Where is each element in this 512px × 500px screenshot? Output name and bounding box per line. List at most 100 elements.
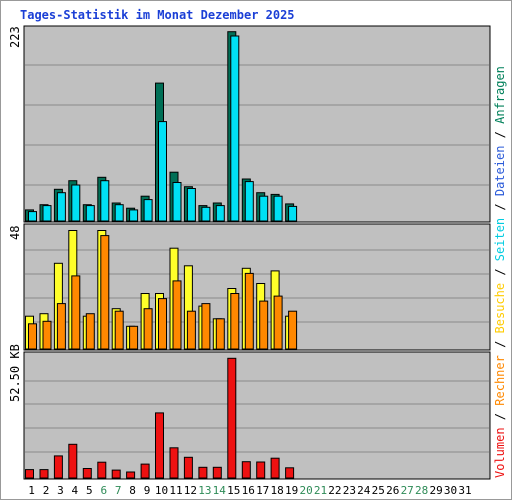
middle-panel-bar-besuche-day-14: [215, 318, 225, 350]
bottom-panel-bar-volumen-day-19: [285, 467, 295, 479]
middle-panel-bar-besuche-day-16: [244, 272, 254, 350]
legend: Volumen / Rechner / Besuche / Seiten / D…: [493, 66, 507, 478]
top-panel-bar-seiten-day-8: [129, 209, 139, 222]
x-label-day-29: 29: [429, 484, 442, 497]
bottom-panel-bar-volumen-day-8: [126, 471, 136, 479]
x-label-day-16: 16: [242, 484, 255, 497]
top-panel-bar-seiten-day-5: [85, 205, 95, 222]
legend-item-volumen: Volumen: [493, 427, 507, 478]
middle-panel-bar-besuche-day-13: [201, 303, 211, 350]
x-label-day-20: 20: [299, 484, 312, 497]
middle-panel-bar-besuche-day-3: [56, 303, 66, 350]
x-label-day-28: 28: [415, 484, 428, 497]
bottom-max-label: 52.50 KB: [8, 344, 22, 402]
top-panel-bar-seiten-day-9: [143, 199, 153, 222]
top-panel-bar-seiten-day-4: [71, 184, 81, 222]
middle-panel-bar-besuche-day-10: [158, 298, 167, 350]
x-label-day-4: 4: [71, 484, 78, 497]
top-panel-bar-seiten-day-2: [42, 205, 52, 222]
x-label-day-6: 6: [100, 484, 107, 497]
middle-panel-bar-besuche-day-17: [259, 300, 269, 350]
bottom-panel-bar-volumen-day-17: [256, 461, 266, 479]
x-label-day-18: 18: [270, 484, 283, 497]
x-label-day-15: 15: [227, 484, 240, 497]
x-label-day-23: 23: [343, 484, 356, 497]
top-panel-bar-seiten-day-1: [28, 211, 37, 222]
middle-panel-bar-besuche-day-12: [186, 310, 196, 350]
x-label-day-27: 27: [401, 484, 414, 497]
middle-panel-bar-besuche-day-11: [172, 280, 182, 350]
legend-item-dateien: Dateien: [493, 146, 507, 197]
bottom-panel-bar-volumen-day-4: [68, 443, 78, 479]
bottom-panel-bar-volumen-day-1: [25, 469, 34, 479]
x-label-day-8: 8: [129, 484, 136, 497]
x-label-day-10: 10: [155, 484, 168, 497]
x-label-day-11: 11: [169, 484, 182, 497]
bottom-panel-bar-volumen-day-10: [155, 412, 164, 479]
legend-separator: /: [493, 196, 507, 218]
top-panel-bar-seiten-day-12: [186, 188, 196, 222]
x-label-day-1: 1: [28, 484, 35, 497]
middle-panel-bar-besuche-day-7: [114, 310, 124, 350]
legend-separator: /: [493, 261, 507, 283]
middle-panel-bar-besuche-day-9: [143, 308, 153, 350]
middle-max-label: 48: [8, 226, 22, 240]
bottom-panel-bar-volumen-day-12: [183, 456, 193, 479]
top-max-label: 223: [8, 26, 22, 48]
x-label-day-12: 12: [184, 484, 197, 497]
bottom-panel-bar-volumen-day-6: [97, 461, 107, 479]
top-panel-bar-seiten-day-10: [158, 121, 167, 222]
legend-separator: /: [493, 406, 507, 428]
middle-panel-bar-besuche-day-15: [230, 293, 240, 350]
bottom-panel-bg: [23, 351, 491, 480]
legend-separator: /: [493, 124, 507, 146]
bottom-panel-bar-volumen-day-2: [39, 469, 49, 479]
top-panel-bar-seiten-day-16: [244, 181, 254, 222]
bottom-panel-bar-volumen-day-14: [212, 466, 222, 479]
x-label-day-5: 5: [86, 484, 93, 497]
top-panel-bar-seiten-day-7: [114, 204, 124, 222]
bottom-panel-bar-volumen-day-15: [227, 357, 237, 479]
x-label-day-9: 9: [144, 484, 151, 497]
x-label-day-21: 21: [314, 484, 327, 497]
top-panel-bar-seiten-day-13: [201, 206, 211, 222]
x-label-day-31: 31: [458, 484, 471, 497]
x-label-day-13: 13: [198, 484, 211, 497]
chart-title: Tages-Statistik im Monat Dezember 2025: [20, 8, 295, 22]
x-label-day-25: 25: [372, 484, 385, 497]
top-panel-bar-seiten-day-18: [273, 195, 283, 222]
bottom-panel-bar-volumen-day-18: [270, 457, 280, 479]
bottom-panel-bar-volumen-day-9: [140, 463, 150, 479]
middle-panel-bar-besuche-day-1: [28, 323, 37, 350]
middle-panel-bar-besuche-day-18: [273, 295, 283, 350]
legend-item-seiten: Seiten: [493, 218, 507, 261]
legend-separator: /: [493, 333, 507, 355]
middle-panel-bar-besuche-day-6: [100, 235, 110, 350]
bottom-panel-bar-volumen-day-3: [53, 455, 63, 479]
middle-panel-bar-besuche-day-2: [42, 320, 52, 350]
top-panel-bar-seiten-day-6: [100, 180, 110, 222]
x-label-day-24: 24: [357, 484, 371, 497]
x-label-day-19: 19: [285, 484, 298, 497]
bottom-panel-bar-volumen-day-16: [241, 461, 251, 479]
x-label-day-26: 26: [386, 484, 399, 497]
legend-item-anfragen: Anfragen: [493, 66, 507, 124]
top-panel-bar-seiten-day-14: [215, 205, 225, 222]
bottom-panel-bar-volumen-day-13: [198, 466, 208, 479]
x-label-day-2: 2: [43, 484, 50, 497]
middle-panel-bar-besuche-day-8: [129, 325, 139, 350]
x-label-day-30: 30: [444, 484, 457, 497]
x-label-day-7: 7: [115, 484, 122, 497]
bottom-panel-bar-volumen-day-7: [111, 469, 121, 479]
x-label-day-14: 14: [213, 484, 227, 497]
middle-panel-bar-besuche-day-4: [71, 275, 81, 350]
x-label-day-3: 3: [57, 484, 64, 497]
bottom-panel-bar-volumen-day-11: [169, 447, 179, 479]
bars: [25, 31, 298, 479]
middle-panel-bar-besuche-day-5: [85, 313, 95, 350]
x-label-day-17: 17: [256, 484, 269, 497]
legend-item-besuche: Besuche: [493, 283, 507, 334]
top-panel-bar-seiten-day-19: [288, 205, 298, 222]
top-panel-bar-seiten-day-15: [230, 35, 240, 222]
